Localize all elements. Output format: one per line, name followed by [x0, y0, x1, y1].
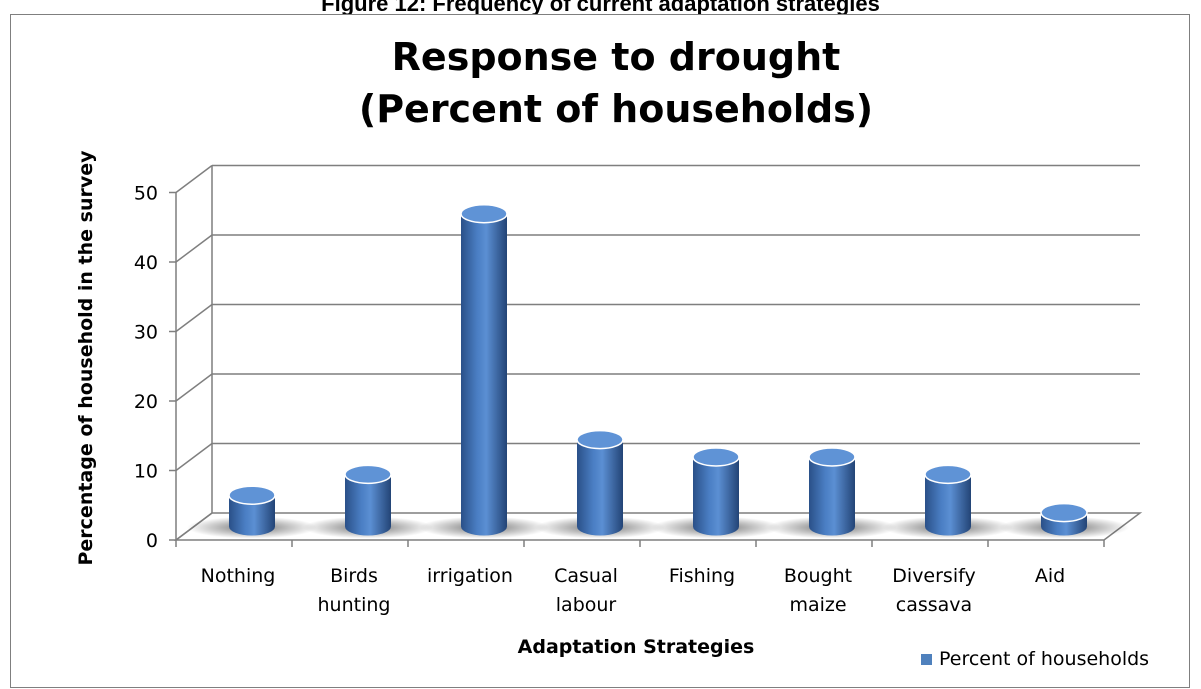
bar	[419, 204, 549, 539]
bar-top	[692, 447, 740, 467]
x-tick-label: Aid	[1035, 565, 1065, 587]
chart-frame	[10, 14, 1190, 688]
legend-swatch	[921, 653, 932, 665]
bar-top	[576, 429, 624, 450]
x-tick-label: Casual	[554, 565, 618, 587]
bar-top	[344, 464, 392, 485]
bar	[883, 464, 1013, 539]
bar	[187, 485, 317, 539]
gridline-side	[175, 234, 213, 263]
x-tick-label: Bought	[784, 565, 852, 587]
y-tick-label: 0	[146, 530, 158, 552]
x-tick-label: Birds	[330, 565, 378, 587]
bar-top	[808, 447, 856, 467]
legend: Percent of households	[921, 648, 1149, 670]
x-tick-label: labour	[556, 594, 617, 616]
bar-top	[228, 485, 276, 505]
bar	[999, 502, 1129, 539]
x-tick-label: Fishing	[669, 565, 735, 587]
x-tick-label: Nothing	[201, 565, 276, 587]
x-tick-label: cassava	[896, 594, 972, 616]
bar	[535, 429, 665, 539]
bar-top	[924, 464, 972, 485]
chart-title-line1: Response to drought	[392, 35, 841, 79]
gridline-side	[175, 442, 213, 472]
bar-body	[577, 439, 623, 536]
x-tick-label: Diversify	[892, 565, 975, 587]
x-tick-label: hunting	[318, 594, 391, 616]
bar-body	[693, 457, 739, 536]
bar-body	[229, 495, 275, 536]
bar-body	[809, 457, 855, 536]
figure-caption: Figure 12: Frequency of current adaptati…	[321, 0, 880, 16]
x-axis-label: Adaptation Strategies	[518, 636, 755, 658]
bar-body	[925, 474, 971, 536]
bar-body	[461, 213, 507, 536]
bar	[651, 447, 781, 539]
legend-label: Percent of households	[939, 648, 1150, 670]
y-axis-label: Percentage of household in the survey	[75, 150, 97, 566]
y-tick-label: 40	[134, 252, 158, 274]
gridline-side	[175, 303, 213, 333]
chart-title-line2: (Percent of households)	[359, 87, 873, 131]
bar-top	[460, 204, 508, 224]
x-tick-label: maize	[789, 594, 846, 616]
bar	[303, 464, 433, 539]
y-tick-label: 10	[134, 461, 158, 483]
y-tick-label: 50	[134, 183, 158, 205]
gridline-side	[175, 164, 213, 194]
bar	[767, 447, 897, 539]
bar-body	[345, 474, 391, 536]
x-tick-label: irrigation	[427, 565, 513, 587]
y-tick-label: 30	[134, 322, 158, 344]
bar-top	[1040, 502, 1088, 523]
gridline-side	[175, 373, 213, 402]
y-tick-label: 20	[134, 391, 158, 413]
